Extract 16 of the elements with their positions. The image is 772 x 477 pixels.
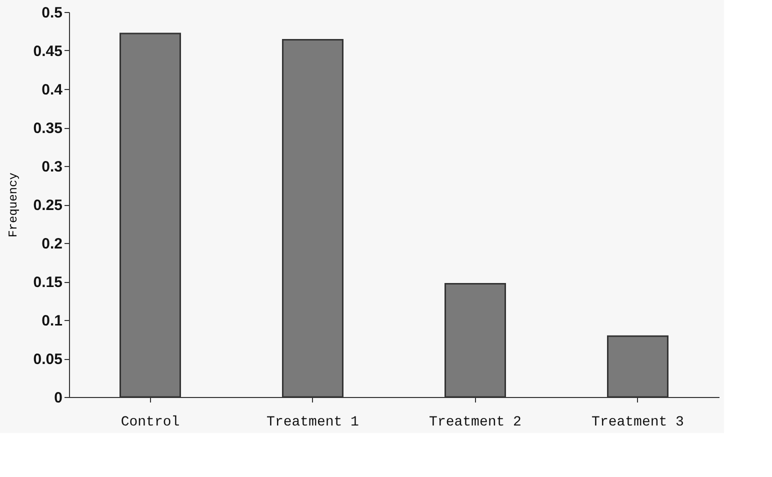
y-tick-label: 0.3 [42, 158, 62, 176]
x-tick-label: Treatment 3 [592, 414, 684, 430]
y-tick-label: 0.25 [33, 197, 62, 214]
y-tick-label: 0.35 [33, 120, 62, 137]
x-tick-label: Treatment 2 [429, 414, 522, 430]
y-tick-label: 0.5 [42, 4, 62, 22]
y-tick-label: 0.15 [33, 274, 62, 291]
y-tick-label: 0.1 [42, 312, 62, 330]
x-tick-label: Treatment 1 [266, 414, 359, 430]
y-tick-label: 0 [54, 390, 62, 406]
y-tick-label: 0.4 [42, 82, 64, 98]
y-tick-label: 0.05 [33, 351, 62, 368]
y-tick-label: 0.2 [42, 236, 62, 252]
y-tick-label: 0.45 [33, 43, 62, 60]
y-axis-title: Frequency [6, 172, 20, 238]
x-tick-label: Control [120, 414, 180, 430]
